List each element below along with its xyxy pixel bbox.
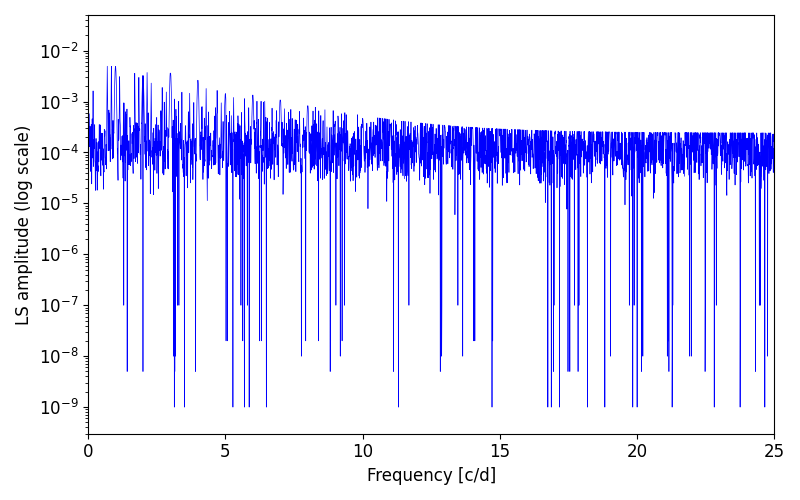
Y-axis label: LS amplitude (log scale): LS amplitude (log scale) bbox=[15, 124, 33, 324]
X-axis label: Frequency [c/d]: Frequency [c/d] bbox=[366, 467, 496, 485]
